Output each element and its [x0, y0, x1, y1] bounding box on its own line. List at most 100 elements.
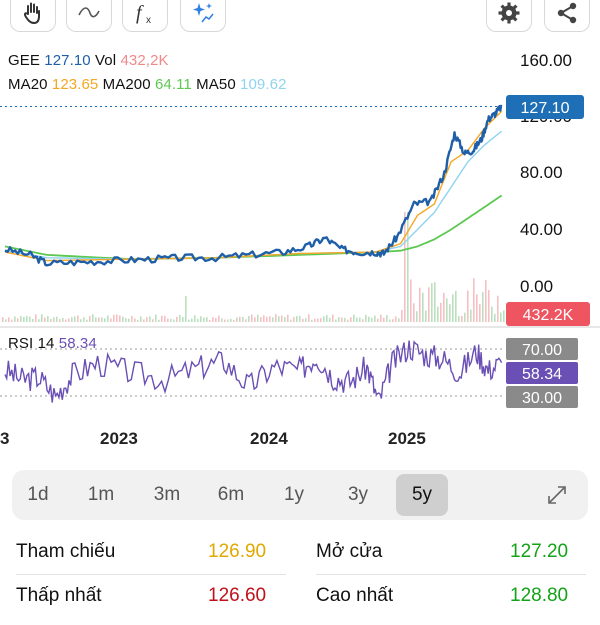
volume-bar — [254, 317, 256, 322]
hand-tool-icon — [23, 2, 40, 24]
volume-bar — [200, 316, 202, 322]
volume-bar — [68, 318, 70, 322]
volume-bar — [38, 319, 40, 322]
stats-divider-left — [16, 574, 286, 575]
reference-value: 126.90 — [208, 541, 267, 562]
volume-bar — [392, 319, 394, 322]
low-value: 126.60 — [208, 585, 267, 606]
volume-bar — [107, 315, 109, 322]
timeframe-6m[interactable]: 6m — [217, 484, 245, 505]
ai-sparkle-button[interactable] — [180, 0, 226, 32]
share-button[interactable] — [544, 0, 590, 32]
volume-bar — [497, 295, 499, 322]
volume-bar — [56, 316, 58, 322]
volume-bar — [407, 212, 409, 322]
volume-bar — [371, 317, 373, 322]
volume-bar — [161, 315, 163, 322]
volume-bar — [197, 319, 199, 322]
rsi-30-badge-label: 30.00 — [522, 390, 562, 407]
volume-bar — [20, 316, 22, 322]
volume-bar — [422, 292, 424, 322]
volume-bar — [194, 315, 196, 322]
timeframe-5y[interactable]: 5y — [396, 474, 448, 516]
volume-bar — [236, 317, 238, 322]
volume-bar — [359, 317, 361, 322]
price-tick-label: 80.00 — [520, 163, 563, 182]
high-label: Cao nhất — [316, 585, 394, 606]
current-price-badge-label: 127.10 — [521, 100, 570, 117]
volume-bar — [410, 279, 412, 322]
rsi-label: RSI 14 — [8, 335, 55, 352]
volume-bar — [80, 319, 82, 322]
volume-bar — [419, 287, 421, 322]
price-tick-label: 0.00 — [520, 277, 553, 296]
volume-bar — [314, 318, 316, 322]
timeframe-1m[interactable]: 1m — [87, 484, 115, 505]
timeframe-3m[interactable]: 3m — [153, 484, 181, 505]
rsi-70-badge — [506, 338, 578, 360]
series-line-ma50 — [4, 130, 503, 260]
volume-bar — [401, 309, 403, 322]
rsi-legend: RSI 14 58.34 — [8, 335, 97, 352]
volume-bar — [146, 317, 148, 322]
settings-button[interactable] — [486, 0, 532, 32]
volume-bar — [446, 298, 448, 322]
stock-chart[interactable]: 160.00120.0080.0040.000.00127.10432.2K70… — [0, 36, 600, 456]
volume-bar — [443, 292, 445, 322]
volume-bar — [152, 319, 154, 322]
volume-bar — [434, 282, 436, 322]
volume-bar — [182, 317, 184, 322]
volume-value: 432,2K — [120, 52, 169, 69]
function-button[interactable]: f x — [122, 0, 168, 32]
volume-bar — [47, 315, 49, 322]
volume-bar — [188, 319, 190, 322]
timeframe-3y[interactable]: 3y — [347, 484, 369, 505]
volume-bar — [224, 319, 226, 322]
volume-badge — [506, 302, 590, 326]
volume-bar — [5, 319, 7, 322]
volume-bar — [500, 312, 502, 322]
series-line-gee — [4, 104, 503, 267]
volume-bar — [404, 212, 406, 322]
volume-bar — [143, 319, 145, 322]
volume-bar — [113, 314, 115, 322]
volume-bar — [344, 318, 346, 322]
volume-bar — [293, 317, 295, 322]
stats-divider-right — [316, 574, 586, 575]
volume-bar — [365, 314, 367, 322]
volume-bar — [101, 317, 103, 322]
volume-bar — [356, 317, 358, 322]
volume-bar — [239, 316, 241, 322]
hand-tool-button[interactable] — [10, 0, 56, 32]
volume-bar — [110, 318, 112, 322]
volume-bar — [461, 315, 463, 322]
series-line-rsi — [4, 340, 503, 403]
chart-axes: 160.00120.0080.0040.000.00127.10432.2K70… — [0, 51, 590, 448]
rsi-value: 58.34 — [58, 335, 97, 352]
volume-bar — [125, 318, 127, 322]
open-label: Mở cửa — [316, 541, 383, 562]
volume-bar — [329, 317, 331, 322]
volume-bar — [191, 318, 193, 322]
ai-sparkle-icon — [193, 2, 214, 22]
ma-legend: MA20 123.65 MA200 64.11 MA50 109.62 — [8, 76, 287, 93]
volume-bar — [50, 318, 52, 322]
volume-bar — [173, 319, 175, 322]
volume-bar — [17, 318, 19, 322]
volume-bar — [335, 319, 337, 322]
volume-bar — [473, 278, 475, 322]
timeframe-1d[interactable]: 1d — [27, 484, 49, 505]
volume-bar — [233, 319, 235, 322]
timeframe-1y[interactable]: 1y — [283, 484, 305, 505]
rsi-current-badge-label: 58.34 — [522, 366, 562, 383]
volume-bar — [122, 316, 124, 322]
fullscreen-icon[interactable] — [544, 482, 570, 508]
volume-bar — [155, 314, 157, 322]
rsi-70-badge-label: 70.00 — [522, 342, 562, 359]
trend-line-button[interactable] — [66, 0, 112, 32]
volume-bar — [29, 316, 31, 322]
last-price-value: 127.10 — [44, 52, 91, 69]
stats-row-1: Tham chiếu 126.90 Mở cửa 127.20 — [0, 541, 600, 581]
volume-bar — [347, 319, 349, 322]
reference-label: Tham chiếu — [16, 541, 116, 562]
